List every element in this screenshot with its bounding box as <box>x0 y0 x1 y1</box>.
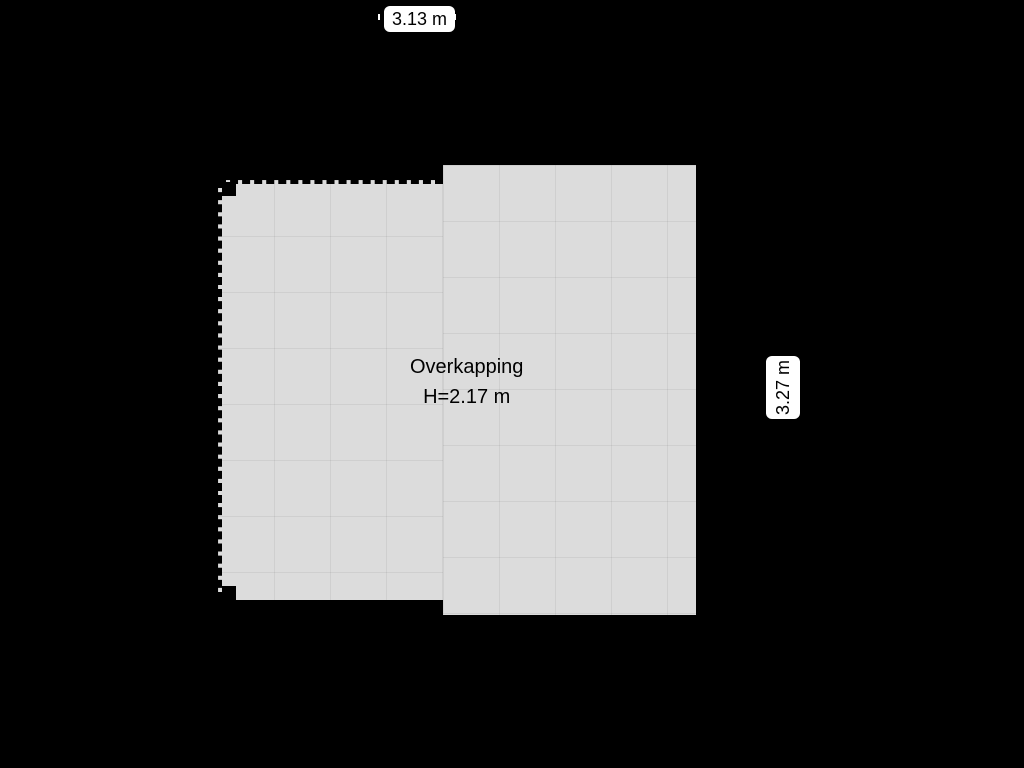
room-name: Overkapping <box>410 352 523 382</box>
dimension-tick <box>378 14 380 20</box>
dimension-width-label: 3.13 m <box>384 6 455 32</box>
post-top-left <box>222 182 236 196</box>
wall-left-dashed <box>218 180 222 600</box>
wall-top-left-dashed <box>218 180 443 184</box>
post-bottom-left <box>222 586 236 600</box>
floorplan-stage: 3.13 m 3.27 m Overkapping H=2.17 m <box>0 0 1024 768</box>
wall-bottom-left-dashed <box>218 600 443 604</box>
room-label: Overkapping H=2.17 m <box>410 352 523 412</box>
room-height: H=2.17 m <box>410 382 523 412</box>
dimension-depth-label: 3.27 m <box>766 356 800 419</box>
dimension-tick <box>454 14 456 20</box>
